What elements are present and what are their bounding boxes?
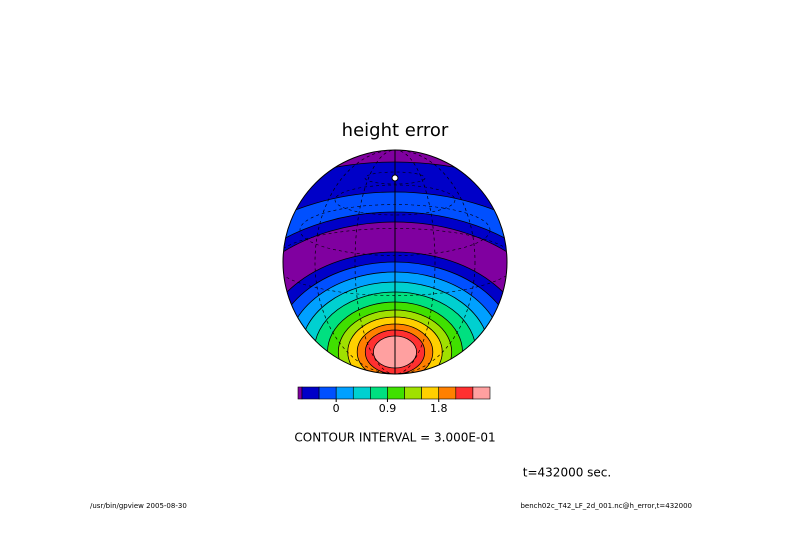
colorbar-box [352,386,371,400]
pole-marker [391,174,399,182]
colorbar-box [301,386,320,400]
parallel [364,171,426,185]
footer-left: /usr/bin/gpview 2005-08-30 [90,502,187,510]
colorbar-box [455,386,474,400]
time-label: t=432000 sec. [523,466,611,480]
parallel [299,204,491,256]
globe [283,150,507,374]
colorbar-tick-label: 1.8 [430,402,448,415]
footer-right: bench02c_T42_LF_2d_001.nc@h_error,t=4320… [520,502,692,510]
meridian [354,150,436,374]
colorbar-box [370,386,388,400]
meridian [314,150,476,374]
chart-title: height error [342,120,449,141]
parallel [283,228,507,296]
colorbar-box [421,386,440,400]
colorbar-box [297,386,303,400]
colorbar-box [387,386,405,400]
globe-outline [282,149,508,375]
contour-interval: CONTOUR INTERVAL = 3.000E-01 [294,431,495,445]
colorbar-box [404,386,422,400]
colorbar-tick-label: 0 [333,402,340,415]
colorbar-box [472,386,491,400]
colorbar-tick-label: 0.9 [379,402,397,415]
colorbar-box [335,386,354,400]
parallel [334,184,456,216]
colorbar-box [438,386,457,400]
colorbar: 0 0.9 1.8 [297,386,491,415]
colorbar-box [318,386,337,400]
